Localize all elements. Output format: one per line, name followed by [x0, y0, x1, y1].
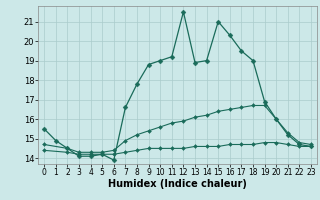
X-axis label: Humidex (Indice chaleur): Humidex (Indice chaleur) [108, 179, 247, 189]
